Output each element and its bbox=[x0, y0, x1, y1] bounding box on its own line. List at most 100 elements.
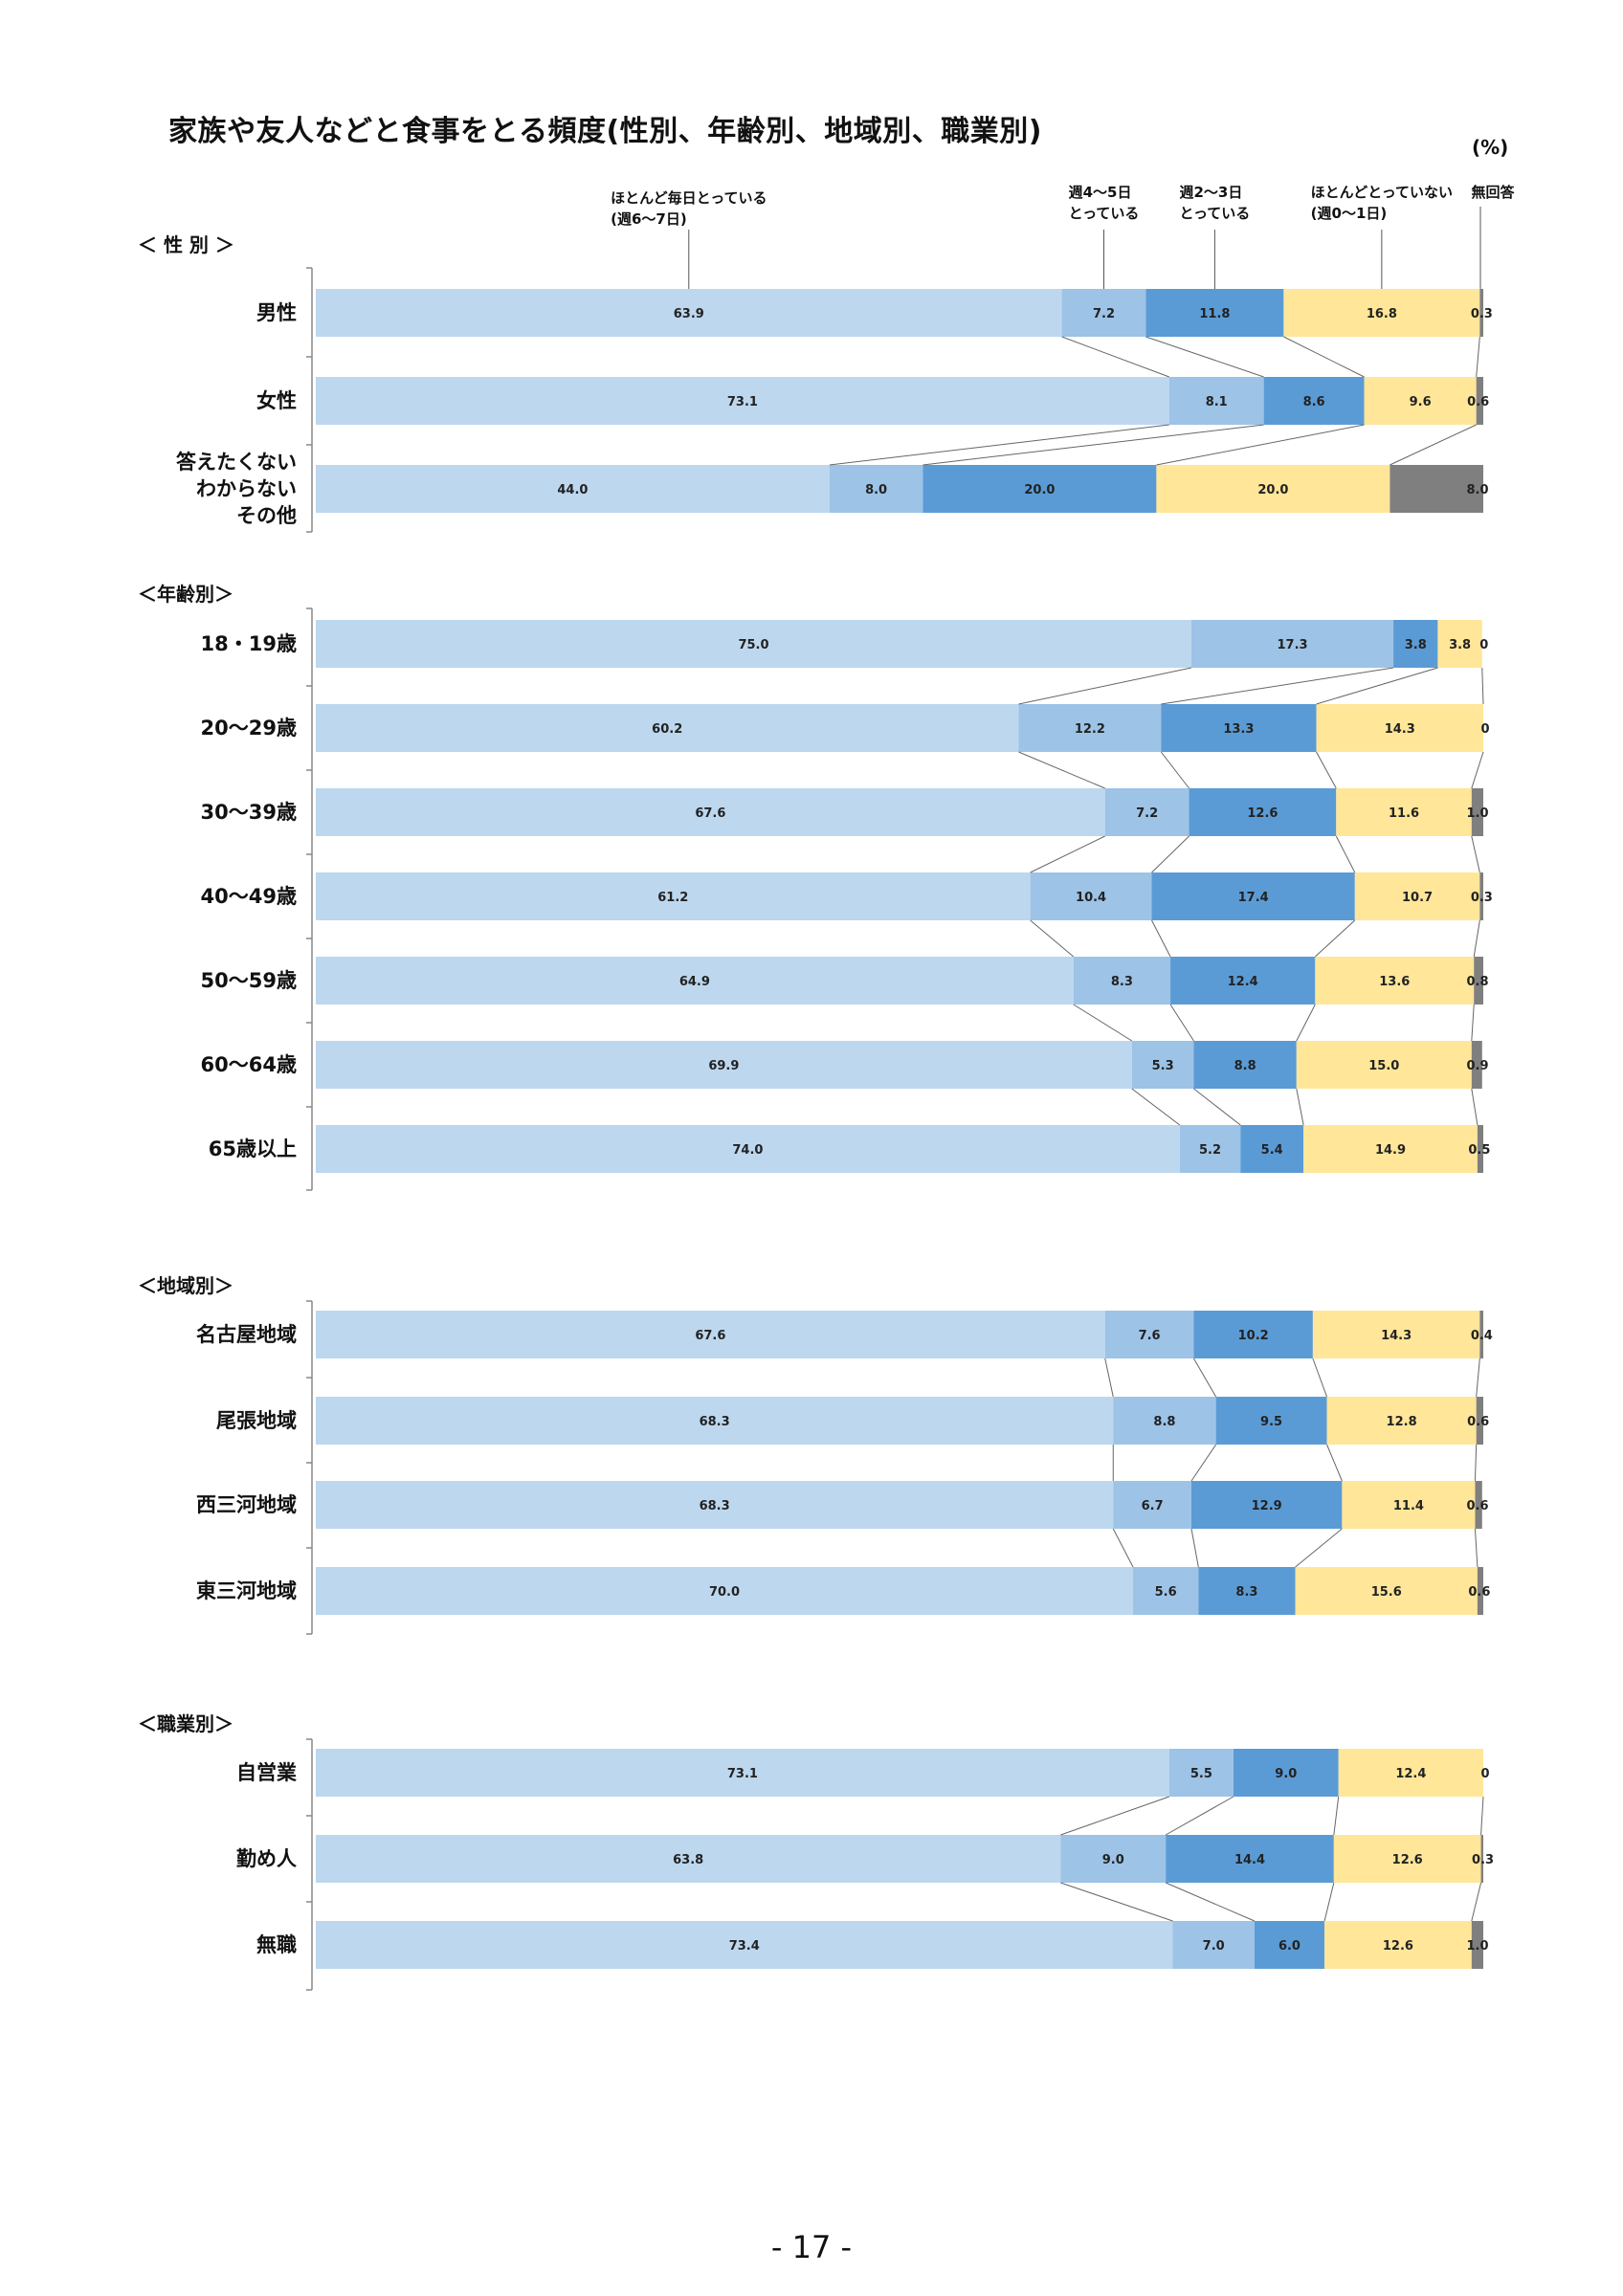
connector-line bbox=[1018, 751, 1105, 789]
data-label: 44.0 bbox=[557, 483, 588, 497]
page-number: - 17 - bbox=[770, 2229, 853, 2265]
bar-segment bbox=[1061, 289, 1146, 337]
bar-segment bbox=[1437, 620, 1482, 668]
connector-line bbox=[1165, 1796, 1234, 1836]
legend-label: 無回答 bbox=[1471, 184, 1515, 201]
data-label: 12.2 bbox=[1075, 722, 1105, 737]
bar-segment bbox=[316, 1125, 1180, 1173]
data-label: 0.3 bbox=[1471, 891, 1493, 905]
bar-segment bbox=[1475, 1481, 1482, 1529]
data-label: 12.6 bbox=[1392, 1853, 1423, 1867]
bar-segment bbox=[1333, 1835, 1481, 1883]
row-label: 20〜29歳 bbox=[200, 717, 297, 740]
data-label: 0.6 bbox=[1467, 1415, 1489, 1429]
data-label: 73.4 bbox=[729, 1939, 760, 1954]
bar-segment bbox=[1198, 1567, 1296, 1615]
connector-line bbox=[1169, 1004, 1194, 1042]
bar-segment bbox=[1326, 1397, 1477, 1445]
data-label: 8.8 bbox=[1234, 1059, 1256, 1073]
connector-line bbox=[1104, 1358, 1114, 1398]
data-label: 0.8 bbox=[1466, 975, 1488, 989]
row-label: 自営業 bbox=[236, 1761, 297, 1784]
bar-segment bbox=[1161, 704, 1317, 752]
data-label: 5.3 bbox=[1152, 1059, 1174, 1073]
data-label: 60.2 bbox=[652, 722, 682, 737]
bar-segment bbox=[1156, 465, 1390, 513]
data-label: 8.1 bbox=[1206, 395, 1228, 409]
connector-line bbox=[1390, 424, 1477, 466]
connector-line bbox=[1151, 919, 1171, 958]
bar-segment bbox=[1295, 1567, 1478, 1615]
row-label: 30〜39歳 bbox=[200, 801, 297, 824]
row-label: 東三河地域 bbox=[196, 1579, 297, 1602]
bar-segment bbox=[316, 1397, 1114, 1445]
row-label: 60〜64歳 bbox=[200, 1053, 297, 1076]
data-label: 14.4 bbox=[1234, 1853, 1265, 1867]
data-label: 17.3 bbox=[1277, 638, 1307, 652]
bar-segment bbox=[829, 465, 923, 513]
bar-segment bbox=[316, 1481, 1114, 1529]
bar-segment bbox=[1390, 465, 1483, 513]
bar-segment bbox=[1189, 788, 1337, 836]
bar-segment bbox=[1240, 1125, 1304, 1173]
bar-segment bbox=[316, 1921, 1173, 1969]
connector-line bbox=[1060, 1882, 1173, 1922]
connector-line bbox=[1030, 835, 1105, 873]
data-label: 8.0 bbox=[865, 483, 887, 497]
bar-segment bbox=[1303, 1125, 1478, 1173]
bar-segment bbox=[1476, 1397, 1483, 1445]
data-label: 12.4 bbox=[1228, 975, 1258, 989]
data-label: 61.2 bbox=[657, 891, 688, 905]
data-label: 0.6 bbox=[1466, 1499, 1488, 1513]
data-label: 0.3 bbox=[1471, 307, 1493, 321]
bar-segment bbox=[1296, 1041, 1472, 1089]
connector-line bbox=[829, 424, 1169, 466]
bar-segment bbox=[1338, 1749, 1483, 1797]
data-label: 67.6 bbox=[695, 1329, 725, 1343]
data-label: 67.6 bbox=[695, 806, 725, 821]
bar-segment bbox=[316, 1311, 1105, 1358]
bar-segment bbox=[1476, 377, 1483, 425]
bar-segment bbox=[923, 465, 1157, 513]
data-label: 75.0 bbox=[738, 638, 768, 652]
connector-line bbox=[1474, 1444, 1478, 1482]
data-label: 68.3 bbox=[700, 1499, 730, 1513]
data-label: 11.8 bbox=[1199, 307, 1230, 321]
bar-segment bbox=[316, 1749, 1169, 1797]
bar-segment bbox=[1172, 1921, 1255, 1969]
bar-segment bbox=[316, 1835, 1061, 1883]
bar-segment bbox=[1479, 289, 1483, 337]
data-label: 3.8 bbox=[1405, 638, 1427, 652]
connector-line bbox=[1316, 667, 1438, 705]
data-label: 10.2 bbox=[1238, 1329, 1269, 1343]
connector-line bbox=[1476, 1358, 1480, 1398]
data-label: 5.4 bbox=[1261, 1143, 1283, 1158]
bar-segment bbox=[1131, 1041, 1194, 1089]
bar-segment bbox=[1191, 620, 1394, 668]
data-label: 6.7 bbox=[1142, 1499, 1164, 1513]
bar-segment bbox=[1104, 1311, 1194, 1358]
connector-line bbox=[1156, 424, 1365, 466]
bar-segment bbox=[1018, 704, 1162, 752]
data-label: 7.2 bbox=[1093, 307, 1115, 321]
bar-segment bbox=[1104, 788, 1189, 836]
connector-line bbox=[1471, 1882, 1482, 1922]
bar-segment bbox=[1133, 1567, 1199, 1615]
connector-line bbox=[1480, 1796, 1484, 1836]
data-label: 0 bbox=[1480, 1767, 1489, 1781]
bar-segment bbox=[1354, 872, 1480, 920]
row-label: 65歳以上 bbox=[208, 1137, 297, 1160]
row-label: 女性 bbox=[256, 389, 297, 412]
bar-segment bbox=[1233, 1749, 1339, 1797]
row-label: 勤め人 bbox=[236, 1847, 297, 1870]
data-label: 12.9 bbox=[1252, 1499, 1282, 1513]
bar-segment bbox=[316, 957, 1074, 1004]
connector-line bbox=[1112, 1528, 1134, 1568]
data-label: 8.3 bbox=[1111, 975, 1133, 989]
data-label: 9.0 bbox=[1102, 1853, 1124, 1867]
section-label: ＜地域別＞ bbox=[138, 1274, 233, 1297]
connector-line bbox=[1296, 1088, 1304, 1126]
bar-segment bbox=[1168, 1749, 1234, 1797]
row-label: 答えたくない わからない その他 bbox=[176, 451, 297, 527]
data-label: 8.6 bbox=[1303, 395, 1325, 409]
